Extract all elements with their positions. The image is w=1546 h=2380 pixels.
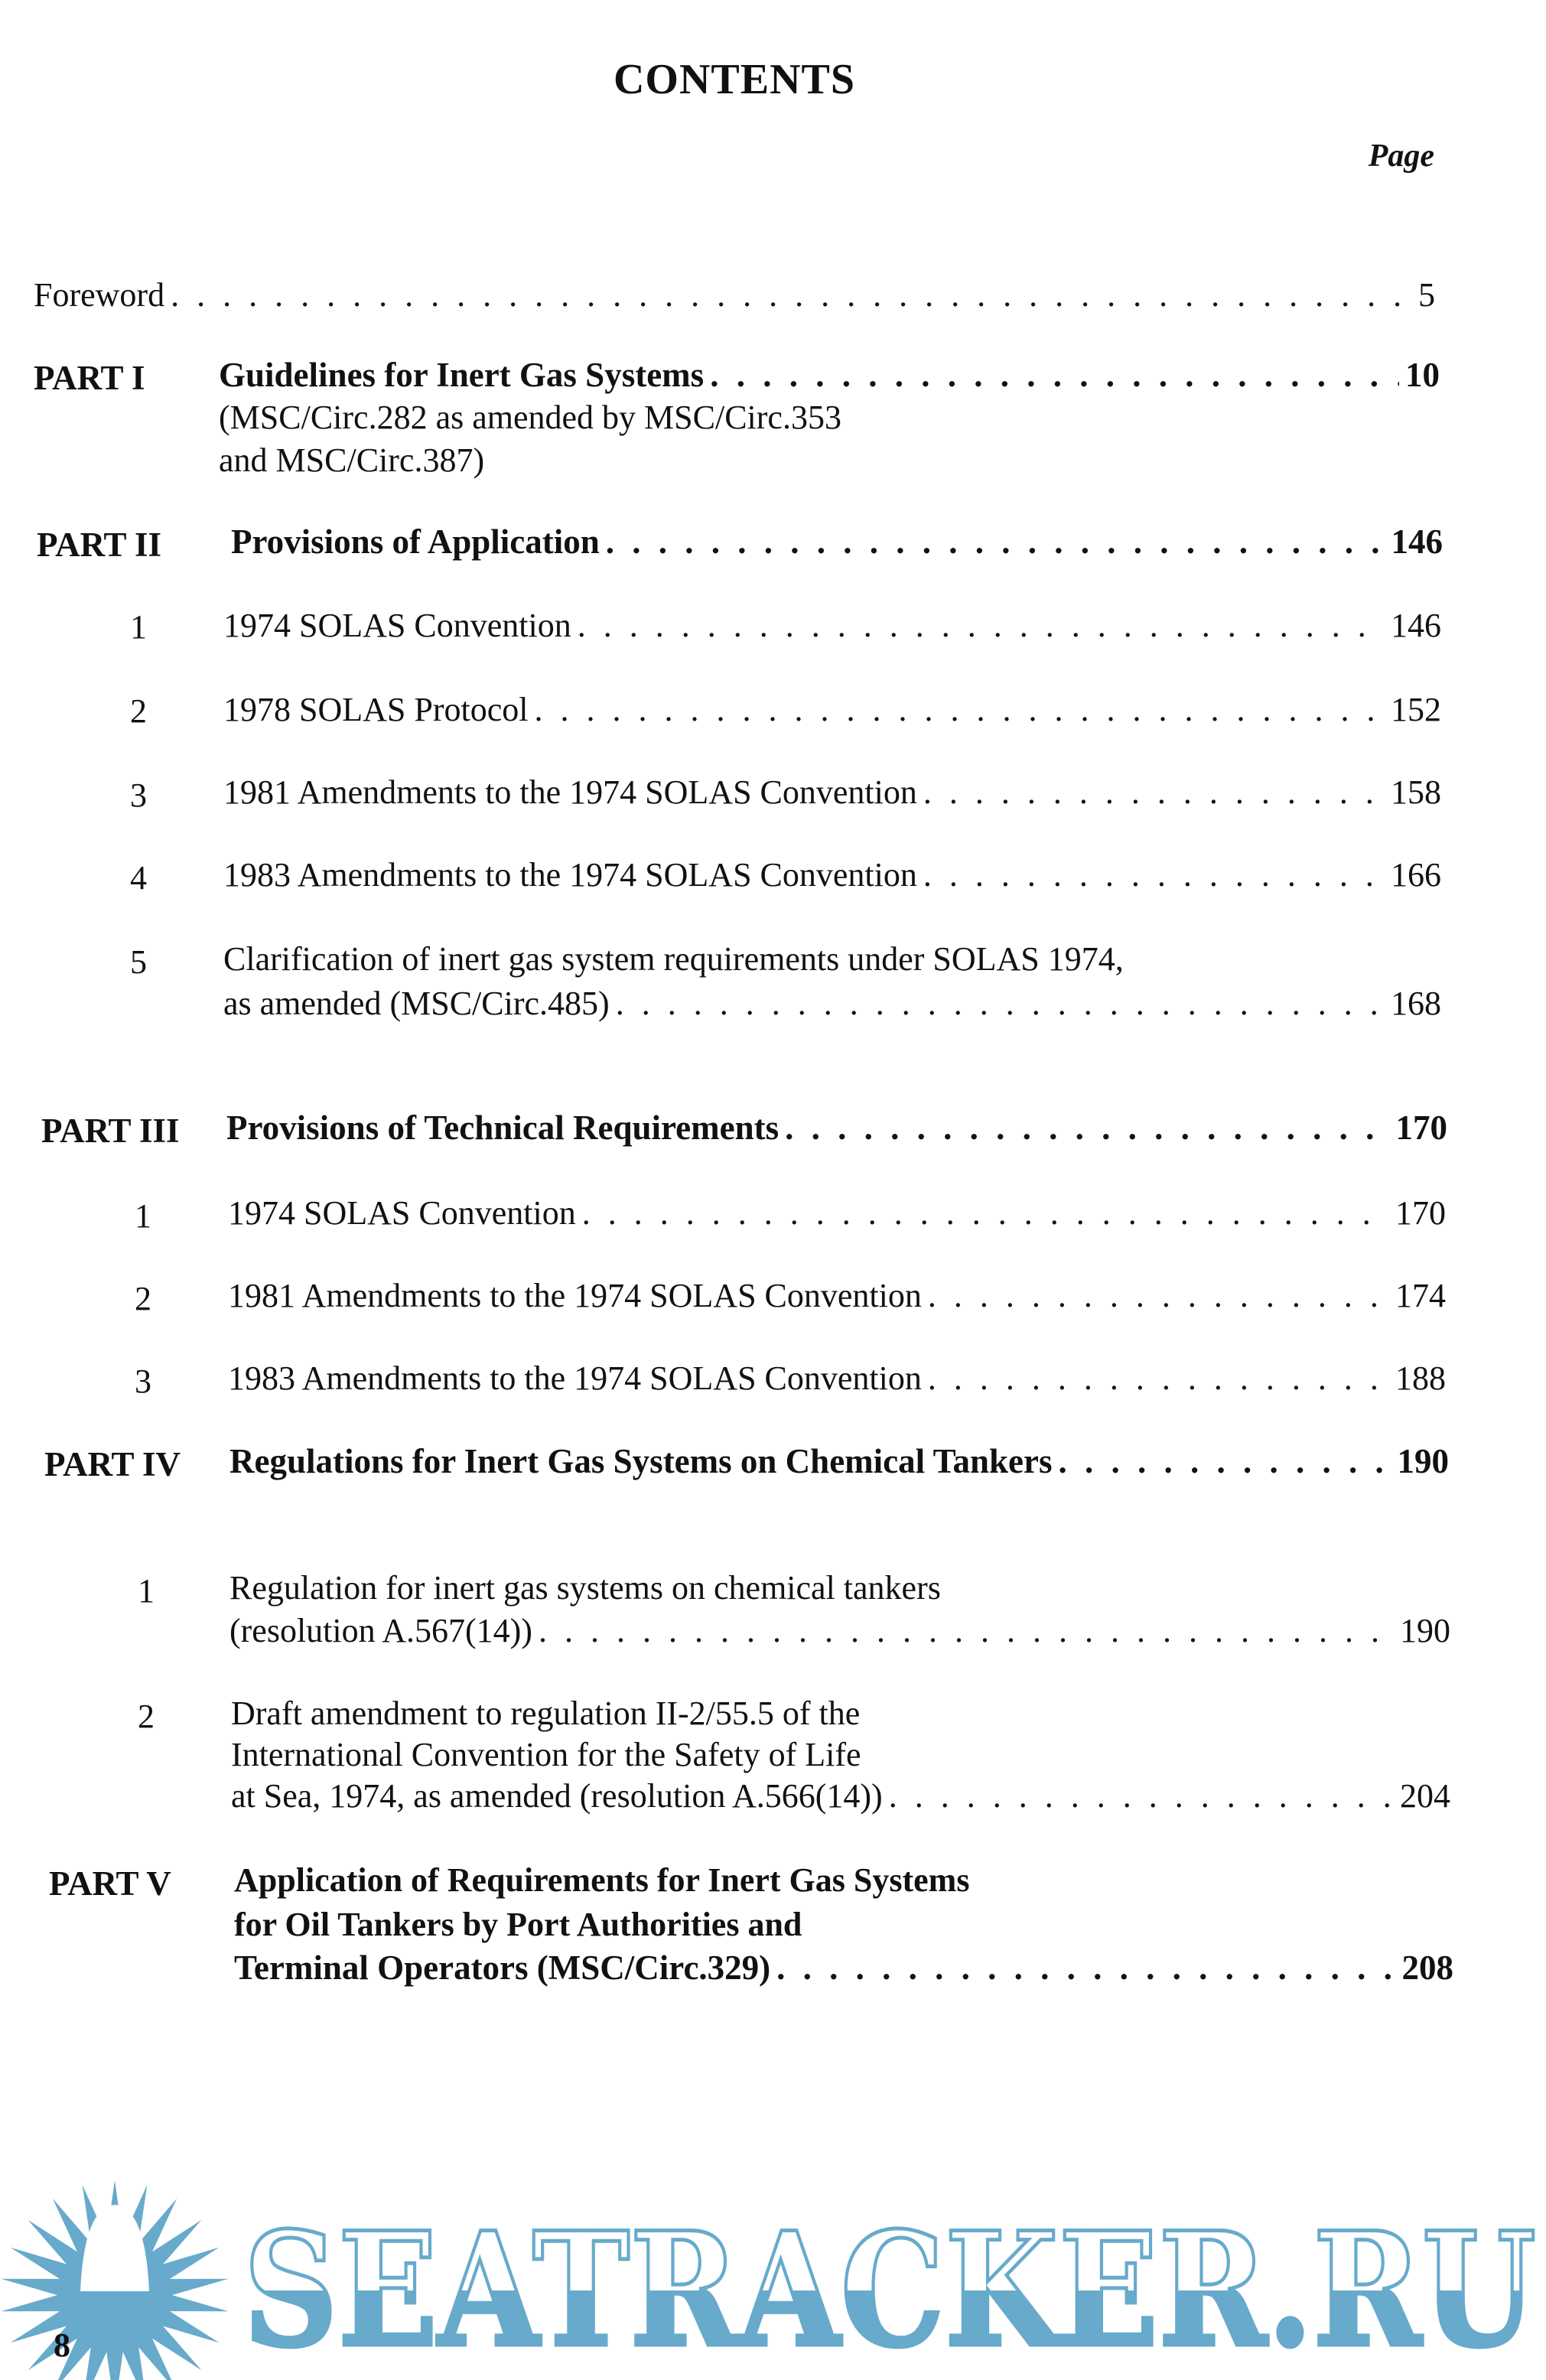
entry-page: 170 — [1395, 1194, 1446, 1232]
entry-page: 5 — [1418, 276, 1435, 314]
part-title: Guidelines for Inert Gas Systems — [219, 356, 705, 394]
dot-leader — [534, 689, 1385, 731]
entry-page: 208 — [1401, 1949, 1454, 1987]
entry-text: as amended (MSC/Circ.485) — [223, 985, 610, 1022]
page-column-label: Page — [1368, 138, 1434, 174]
toc-entry[interactable]: 1983 Amendments to the 1974 SOLAS Conven… — [223, 854, 1441, 897]
entry-page: 190 — [1400, 1612, 1450, 1649]
item-number: 2 — [138, 1698, 155, 1735]
toc-entry-part-4[interactable]: Regulations for Inert Gas Systems on Che… — [229, 1440, 1449, 1483]
dot-leader — [923, 854, 1385, 897]
entry-text: at Sea, 1974, as amended (resolution A.5… — [231, 1777, 883, 1815]
watermark-logo: SEATRACKER.RU — [1, 2180, 1538, 2380]
part-label: PART V — [49, 1864, 171, 1903]
entry-text: 1978 SOLAS Protocol — [223, 691, 529, 728]
entry-text: 1974 SOLAS Convention — [223, 607, 571, 644]
item-number: 4 — [130, 859, 147, 897]
part-label: PART I — [34, 359, 145, 397]
page-number: 8 — [54, 2326, 70, 2364]
entry-text: 1981 Amendments to the 1974 SOLAS Conven… — [228, 1277, 922, 1314]
part-label: PART III — [41, 1112, 180, 1150]
toc-entry[interactable]: at Sea, 1974, as amended (resolution A.5… — [231, 1775, 1450, 1818]
dot-leader — [776, 1946, 1395, 1989]
dot-leader — [539, 1610, 1394, 1652]
part-label: PART IV — [44, 1445, 181, 1483]
part-title: for Oil Tankers by Port Authorities and — [234, 1906, 802, 1943]
dot-leader — [606, 520, 1385, 563]
dot-leader — [1058, 1440, 1391, 1483]
toc-entry-part-2[interactable]: Provisions of Application 146 — [231, 520, 1443, 563]
entry-page: 146 — [1391, 607, 1441, 644]
entry-text: 1981 Amendments to the 1974 SOLAS Conven… — [223, 773, 917, 811]
entry-text: 1983 Amendments to the 1974 SOLAS Conven… — [228, 1359, 922, 1397]
dot-leader — [616, 982, 1385, 1025]
item-number: 1 — [130, 608, 147, 646]
part-title: Regulations for Inert Gas Systems on Che… — [229, 1442, 1053, 1480]
dot-leader — [710, 353, 1399, 396]
entry-page: 152 — [1391, 691, 1441, 728]
toc-entry[interactable]: 1981 Amendments to the 1974 SOLAS Conven… — [228, 1275, 1446, 1317]
toc-entry-part-5[interactable]: Terminal Operators (MSC/Circ.329) 208 — [234, 1946, 1453, 1989]
toc-entry-foreword[interactable]: Foreword 5 — [34, 274, 1435, 317]
watermark-text: SEATRACKER.RU — [243, 2199, 1536, 2380]
sun-icon — [1, 2180, 229, 2380]
entry-page: 190 — [1397, 1442, 1450, 1480]
entry-page: 204 — [1400, 1777, 1450, 1815]
toc-entry[interactable]: 1974 SOLAS Convention 146 — [223, 604, 1441, 647]
entry-text: Regulation for inert gas systems on chem… — [229, 1569, 941, 1607]
entry-page: 10 — [1405, 356, 1440, 394]
toc-entry[interactable]: 1974 SOLAS Convention 170 — [228, 1192, 1446, 1235]
dot-leader — [171, 274, 1412, 317]
entry-text: International Convention for the Safety … — [231, 1736, 861, 1773]
entry-text: 1983 Amendments to the 1974 SOLAS Conven… — [223, 856, 917, 894]
dot-leader — [923, 771, 1385, 814]
part-subtitle: (MSC/Circ.282 as amended by MSC/Circ.353 — [219, 399, 841, 436]
toc-entry[interactable]: 1983 Amendments to the 1974 SOLAS Conven… — [228, 1357, 1446, 1400]
item-number: 2 — [130, 692, 147, 730]
toc-entry-part-3[interactable]: Provisions of Technical Requirements 170 — [226, 1106, 1447, 1149]
toc-entry-part-1[interactable]: Guidelines for Inert Gas Systems 10 — [219, 353, 1440, 396]
page-title: CONTENTS — [613, 56, 856, 103]
toc-entry[interactable]: 1978 SOLAS Protocol 152 — [223, 689, 1441, 731]
part-subtitle: and MSC/Circ.387) — [219, 441, 485, 479]
sun-disc — [80, 2205, 149, 2291]
entry-text: Clarification of inert gas system requir… — [223, 940, 1124, 978]
entry-text: 1974 SOLAS Convention — [228, 1194, 576, 1232]
item-number: 3 — [130, 777, 147, 814]
entry-text: Draft amendment to regulation II-2/55.5 … — [231, 1695, 861, 1732]
item-number: 1 — [135, 1197, 151, 1235]
toc-entry[interactable]: as amended (MSC/Circ.485) 168 — [223, 982, 1441, 1025]
part-label: PART II — [37, 526, 162, 564]
dot-leader — [578, 604, 1385, 647]
dot-leader — [928, 1275, 1389, 1317]
item-number: 3 — [135, 1363, 151, 1400]
part-title: Provisions of Technical Requirements — [226, 1109, 780, 1147]
toc-entry[interactable]: (resolution A.567(14)) 190 — [229, 1610, 1450, 1652]
entry-page: 166 — [1391, 856, 1441, 894]
entry-page: 146 — [1391, 523, 1443, 561]
dot-leader — [785, 1106, 1389, 1149]
entry-page: 158 — [1391, 773, 1441, 811]
toc-entry[interactable]: 1981 Amendments to the 1974 SOLAS Conven… — [223, 771, 1441, 814]
entry-page: 174 — [1395, 1277, 1446, 1314]
part-title: Provisions of Application — [231, 523, 600, 561]
entry-page: 170 — [1395, 1109, 1448, 1147]
item-number: 5 — [130, 943, 147, 981]
dot-leader — [582, 1192, 1389, 1235]
dot-leader — [889, 1775, 1394, 1818]
item-number: 1 — [138, 1572, 155, 1610]
part-title: Application of Requirements for Inert Ga… — [234, 1861, 970, 1899]
entry-page: 188 — [1395, 1359, 1446, 1397]
part-title: Terminal Operators (MSC/Circ.329) — [234, 1949, 771, 1987]
item-number: 2 — [135, 1280, 151, 1317]
entry-text: (resolution A.567(14)) — [229, 1612, 532, 1649]
entry-page: 168 — [1391, 985, 1441, 1022]
entry-label: Foreword — [34, 276, 165, 314]
dot-leader — [928, 1357, 1389, 1400]
